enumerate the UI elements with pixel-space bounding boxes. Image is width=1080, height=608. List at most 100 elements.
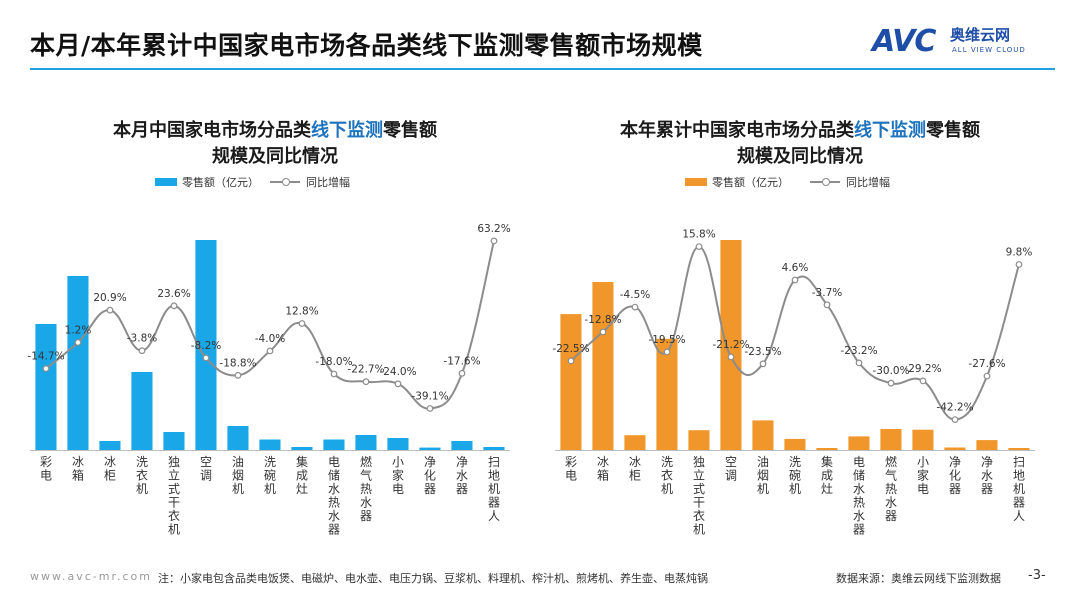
ytd-chart-title: 本年累计中国家电市场分品类线下监测零售额 规模及同比情况 <box>545 118 1055 170</box>
monthly-title-line2: 规模及同比情况 <box>212 146 338 167</box>
logo-avc-text: AVC <box>872 24 936 59</box>
category-label-7: 洗碗机 <box>789 455 801 496</box>
category-label-2: 冰柜 <box>629 455 641 483</box>
category-label-7: 洗碗机 <box>264 455 276 496</box>
yoy-label-5: -8.2% <box>191 340 221 352</box>
yoy-line <box>570 245 1020 421</box>
footer-note: 注：小家电包含品类电饭煲、电磁炉、电水壶、电压力锅、豆浆机、料理机、榨汁机、煎烤… <box>158 572 708 585</box>
bar-14 <box>483 447 505 450</box>
category-label-11: 小家电 <box>392 455 404 496</box>
category-label-0: 彩电 <box>40 455 52 483</box>
bar-1 <box>592 282 614 450</box>
yoy-point-9 <box>330 370 338 378</box>
yoy-point-3 <box>138 347 146 355</box>
yoy-point-2 <box>631 303 639 311</box>
category-label-1: 冰箱 <box>597 455 609 483</box>
ytd-title-highlight: 线下监测 <box>854 120 926 141</box>
category-label-13: 净水器 <box>981 455 993 496</box>
yoy-label-7: -4.0% <box>255 333 285 345</box>
yoy-label-1: 1.2% <box>65 325 92 337</box>
bar-3 <box>656 338 678 450</box>
bar-11 <box>912 429 934 450</box>
yoy-point-10 <box>887 379 895 387</box>
yoy-point-6 <box>759 360 767 368</box>
footer-source: 数据来源：奥维云网线下监测数据 <box>836 572 1001 585</box>
ytd-chart-panel: 本年累计中国家电市场分品类线下监测零售额 规模及同比情况 零售额（亿元） 同比增… <box>545 110 1055 540</box>
yoy-label-12: -42.2% <box>936 402 973 414</box>
yoy-label-11: -29.2% <box>904 363 941 375</box>
yoy-point-4 <box>170 302 178 310</box>
yoy-point-11 <box>919 377 927 385</box>
yoy-point-12 <box>426 405 434 412</box>
ytd-title-prefix: 本年累计中国家电市场分品类 <box>620 120 854 141</box>
category-label-8: 集成灶 <box>296 454 308 496</box>
avc-logo: AVC 奥维云网 ALL VIEW CLOUD <box>872 22 1052 62</box>
yoy-point-8 <box>823 301 831 309</box>
yoy-point-14 <box>490 237 498 245</box>
bar-13 <box>451 441 473 450</box>
yoy-label-9: -18.0% <box>315 356 352 368</box>
ytd-title-suffix: 零售额 <box>926 120 980 141</box>
category-label-3: 洗衣机 <box>661 455 673 496</box>
monthly-title-prefix: 本月中国家电市场分品类 <box>113 120 311 141</box>
bar-4 <box>163 432 185 450</box>
yoy-point-13 <box>458 369 466 377</box>
yoy-point-13 <box>983 372 991 380</box>
yoy-point-9 <box>855 359 863 367</box>
yoy-point-7 <box>791 276 799 284</box>
yoy-label-8: -3.7% <box>812 287 842 299</box>
yoy-point-1 <box>74 339 82 346</box>
yoy-label-1: -12.8% <box>584 314 621 326</box>
yoy-label-11: -24.0% <box>379 366 416 378</box>
bar-7 <box>259 439 281 450</box>
yoy-label-10: -22.7% <box>347 364 384 376</box>
bar-2 <box>99 441 121 450</box>
bar-13 <box>976 440 998 450</box>
legend-bar-label: 零售额（亿元） <box>182 176 259 189</box>
yoy-point-1 <box>599 328 607 336</box>
legend-bar-swatch <box>155 178 177 186</box>
category-label-9: 电储水热水器 <box>853 455 865 537</box>
bar-8 <box>816 448 838 450</box>
yoy-label-4: 23.6% <box>157 288 190 300</box>
bar-10 <box>880 429 902 450</box>
bar-2 <box>624 435 646 450</box>
yoy-label-6: -23.5% <box>744 346 781 358</box>
category-label-4: 独立式干衣机 <box>693 455 705 537</box>
yoy-label-0: -22.5% <box>552 343 589 355</box>
bar-7 <box>784 438 806 450</box>
bar-5 <box>720 240 742 450</box>
yoy-point-11 <box>394 380 402 388</box>
yoy-point-12 <box>951 416 959 424</box>
yoy-point-8 <box>298 320 306 327</box>
category-label-4: 独立式干衣机 <box>168 455 180 537</box>
yoy-label-9: -23.2% <box>840 345 877 357</box>
category-label-6: 油烟机 <box>757 455 769 496</box>
bar-12 <box>419 447 441 450</box>
legend-line-label: 同比增幅 <box>306 176 350 189</box>
bar-14 <box>1008 448 1030 450</box>
bar-3 <box>131 372 153 450</box>
bar-4 <box>688 430 710 450</box>
category-label-5: 空调 <box>200 455 212 483</box>
yoy-point-4 <box>695 243 703 250</box>
logo-cn-text: 奥维云网 <box>950 26 1011 44</box>
yoy-point-5 <box>202 354 210 362</box>
yoy-point-2 <box>106 306 114 314</box>
footer-url: www.avc-mr.com <box>30 570 152 583</box>
legend-bar-label: 零售额（亿元） <box>712 176 789 189</box>
legend-line-marker <box>822 178 830 186</box>
category-label-1: 冰箱 <box>72 455 84 483</box>
yoy-label-6: -18.8% <box>219 357 256 369</box>
legend-line-marker <box>282 178 290 186</box>
yoy-point-0 <box>567 357 575 365</box>
category-label-12: 净化器 <box>949 455 961 496</box>
yoy-label-8: 12.8% <box>285 306 318 318</box>
category-label-6: 油烟机 <box>232 455 244 496</box>
category-label-3: 洗衣机 <box>136 455 148 496</box>
ytd-title-line2: 规模及同比情况 <box>737 146 863 167</box>
yoy-point-6 <box>234 371 242 379</box>
yoy-label-10: -30.0% <box>872 365 909 377</box>
yoy-point-14 <box>1015 261 1023 268</box>
